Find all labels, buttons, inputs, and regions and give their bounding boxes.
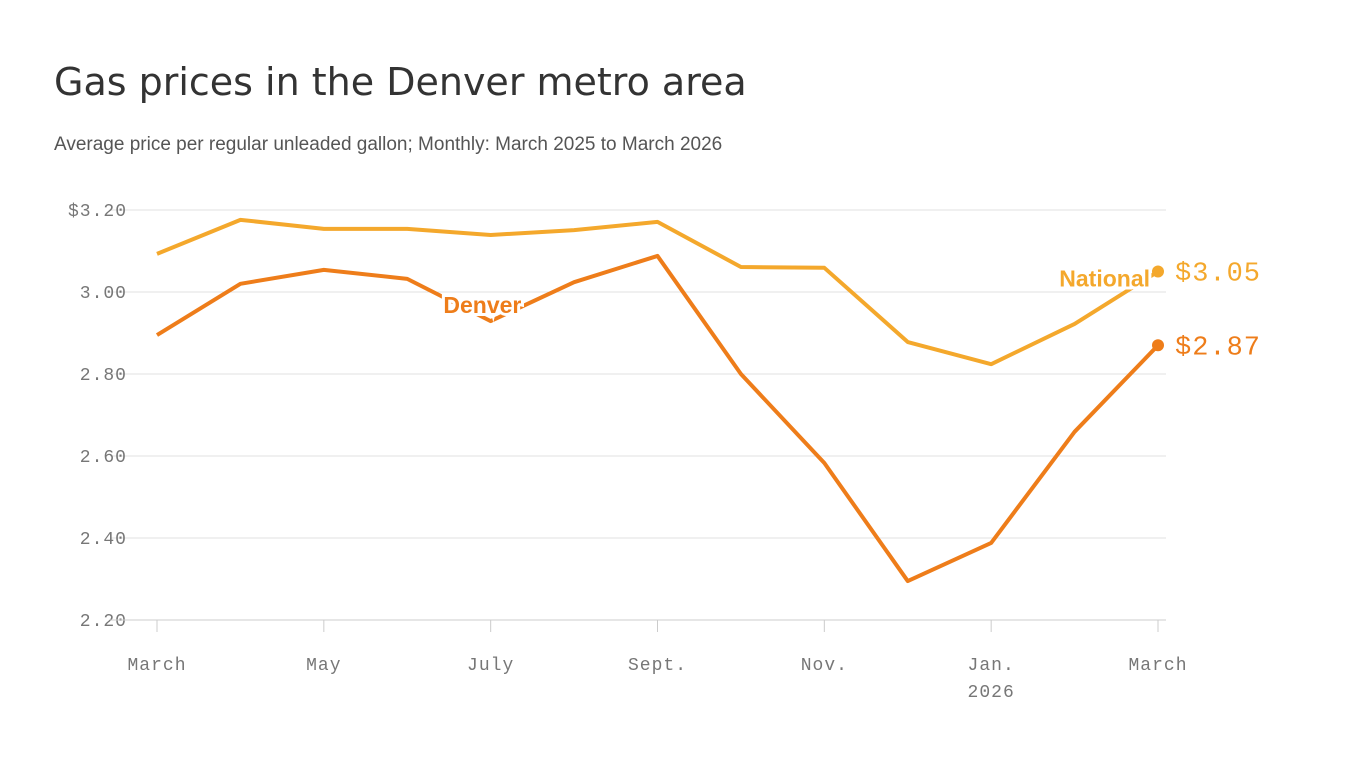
series-line [155, 253, 1160, 584]
x-tick-label: Sept. [628, 656, 687, 676]
chart-title: Gas prices in the Denver metro area [54, 60, 747, 104]
x-tick-label: March [127, 656, 186, 676]
y-tick-label: $3.20 [68, 202, 127, 222]
x-tick-label: Jan. [968, 656, 1015, 676]
end-point [1152, 339, 1164, 352]
y-tick-label: 2.40 [80, 530, 127, 550]
x-tick-label: March [1128, 656, 1187, 676]
x-year-label: 2026 [968, 683, 1015, 703]
y-tick-label: 2.20 [80, 612, 127, 632]
series-label: National [1059, 266, 1150, 292]
series-label: Denver [443, 292, 521, 318]
end-point [1152, 265, 1164, 278]
chart-subtitle: Average price per regular unleaded gallo… [54, 134, 722, 155]
x-tick-label: Nov. [801, 656, 848, 676]
value-label: $3.05 [1175, 260, 1261, 290]
y-tick-label: 2.60 [80, 448, 127, 468]
x-tick-label: July [467, 656, 514, 676]
y-tick-label: 3.00 [80, 284, 127, 304]
y-tick-label: 2.80 [80, 366, 127, 386]
value-label: $2.87 [1175, 333, 1261, 363]
x-tick-label: May [306, 656, 341, 676]
series-line [156, 217, 1160, 367]
